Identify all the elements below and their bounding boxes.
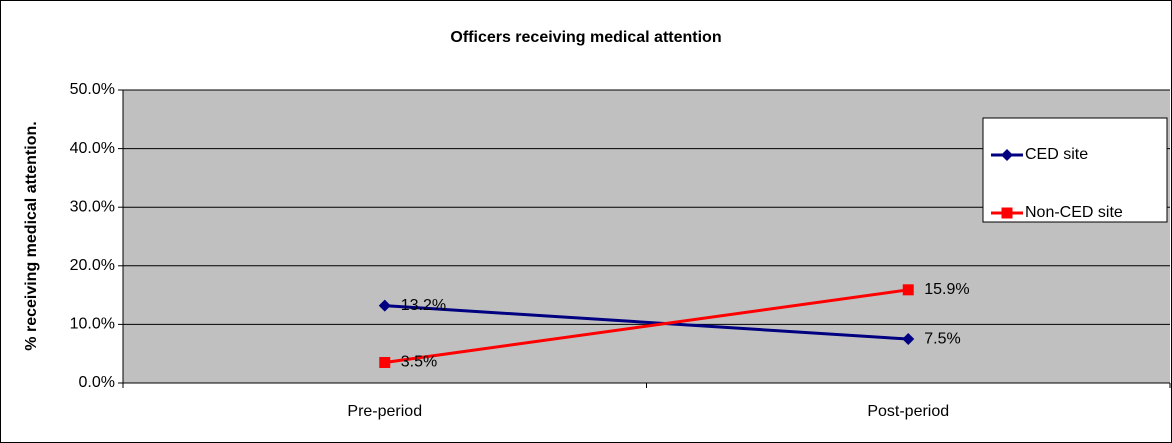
data-label: 13.2%: [401, 297, 446, 314]
x-tick-label: Post-period: [867, 403, 949, 420]
marker: [379, 356, 391, 368]
y-tick-label: 10.0%: [70, 316, 115, 333]
marker: [902, 333, 915, 346]
marker: [1001, 207, 1013, 219]
x-tick-label: Pre-period: [347, 403, 422, 420]
y-tick-label: 20.0%: [70, 257, 115, 274]
data-label: 7.5%: [924, 330, 960, 347]
legend-label: CED site: [1025, 146, 1088, 163]
marker: [1001, 149, 1013, 161]
y-axis-label: % receiving medical attention.: [23, 121, 40, 350]
legend-label: Non-CED site: [1025, 204, 1123, 221]
series-line: [384, 304, 909, 341]
series-line: [384, 288, 909, 364]
data-label: 3.5%: [401, 354, 437, 371]
legend-box: [982, 117, 1168, 223]
marker: [378, 299, 391, 312]
y-tick-label: 50.0%: [70, 81, 115, 98]
y-tick-label: 40.0%: [70, 140, 115, 157]
marker: [902, 284, 914, 296]
chart-title: Officers receiving medical attention: [450, 29, 721, 46]
y-tick-label: 30.0%: [70, 198, 115, 215]
y-tick-label: 0.0%: [79, 374, 115, 391]
data-label: 15.9%: [924, 281, 969, 298]
